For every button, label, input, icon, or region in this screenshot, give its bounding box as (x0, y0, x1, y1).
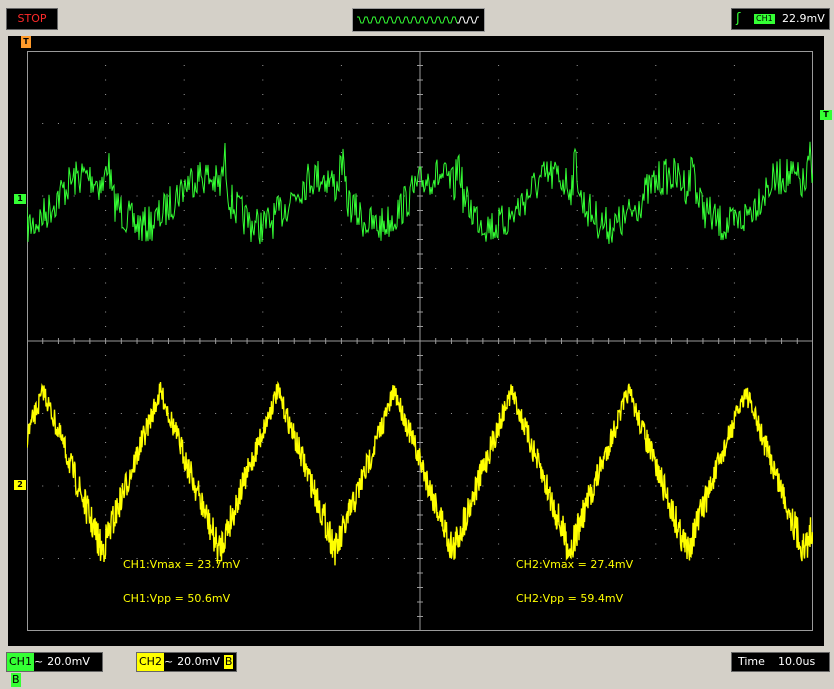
ch1-waveform (27, 141, 813, 245)
ac-coupling-icon: ~ (163, 655, 174, 668)
ch1-vmax-readout: CH1:Vmax = 23.7mV (123, 558, 241, 571)
timebase-value: 10.0us (778, 655, 816, 668)
trigger-status[interactable]: ʃ CH1 22.9mV (731, 8, 830, 30)
ch2-vpp-readout: CH2:Vpp = 59.4mV (516, 592, 624, 605)
ac-coupling-icon: ~ (33, 655, 44, 668)
trigger-source-badge: CH1 (754, 14, 775, 24)
trigger-level-marker[interactable]: T (820, 110, 832, 120)
trigger-position-marker[interactable]: T (21, 36, 31, 48)
ch2-waveform (27, 380, 813, 566)
ch2-scale-value: 20.0mV (177, 655, 220, 668)
trigger-level-value: 22.9mV (782, 12, 825, 25)
graticule (27, 51, 813, 631)
ch2-bw-limit-badge: B (223, 655, 234, 669)
ch1-bw-limit-badge: B (11, 673, 21, 687)
ch1-vpp-readout: CH1:Vpp = 50.6mV (123, 592, 231, 605)
timebase-label: Time (738, 655, 765, 668)
top-status-bar: STOP ʃ CH1 22.9mV (0, 0, 834, 36)
overview-wave-icon (357, 16, 479, 24)
bottom-status-bar: CH1 ~20.0mVB CH2 ~20.0mV B Time 10.0us (0, 648, 834, 687)
ch1-offset-marker[interactable]: 1 (14, 194, 26, 204)
ch2-vmax-readout: CH2:Vmax = 27.4mV (516, 558, 634, 571)
ch2-label: CH2 (137, 653, 164, 671)
timebase-box[interactable]: Time 10.0us (731, 652, 830, 672)
run-stop-button[interactable]: STOP (6, 8, 58, 30)
scope-screen[interactable]: T T 1 2 CH1:Vmax = 23.7mV CH1:Vpp = 50.6… (8, 36, 832, 646)
ch1-scale-value: 20.0mV (47, 655, 90, 668)
waveform-overview[interactable] (352, 8, 485, 32)
ch2-scale-box[interactable]: CH2 ~20.0mV B (136, 652, 237, 672)
ch1-label: CH1 (7, 653, 34, 671)
waveform-plot (27, 51, 813, 631)
rising-edge-icon: ʃ (736, 11, 741, 26)
ch1-scale-box[interactable]: CH1 ~20.0mV B (6, 652, 103, 687)
ch2-offset-marker[interactable]: 2 (14, 480, 26, 490)
